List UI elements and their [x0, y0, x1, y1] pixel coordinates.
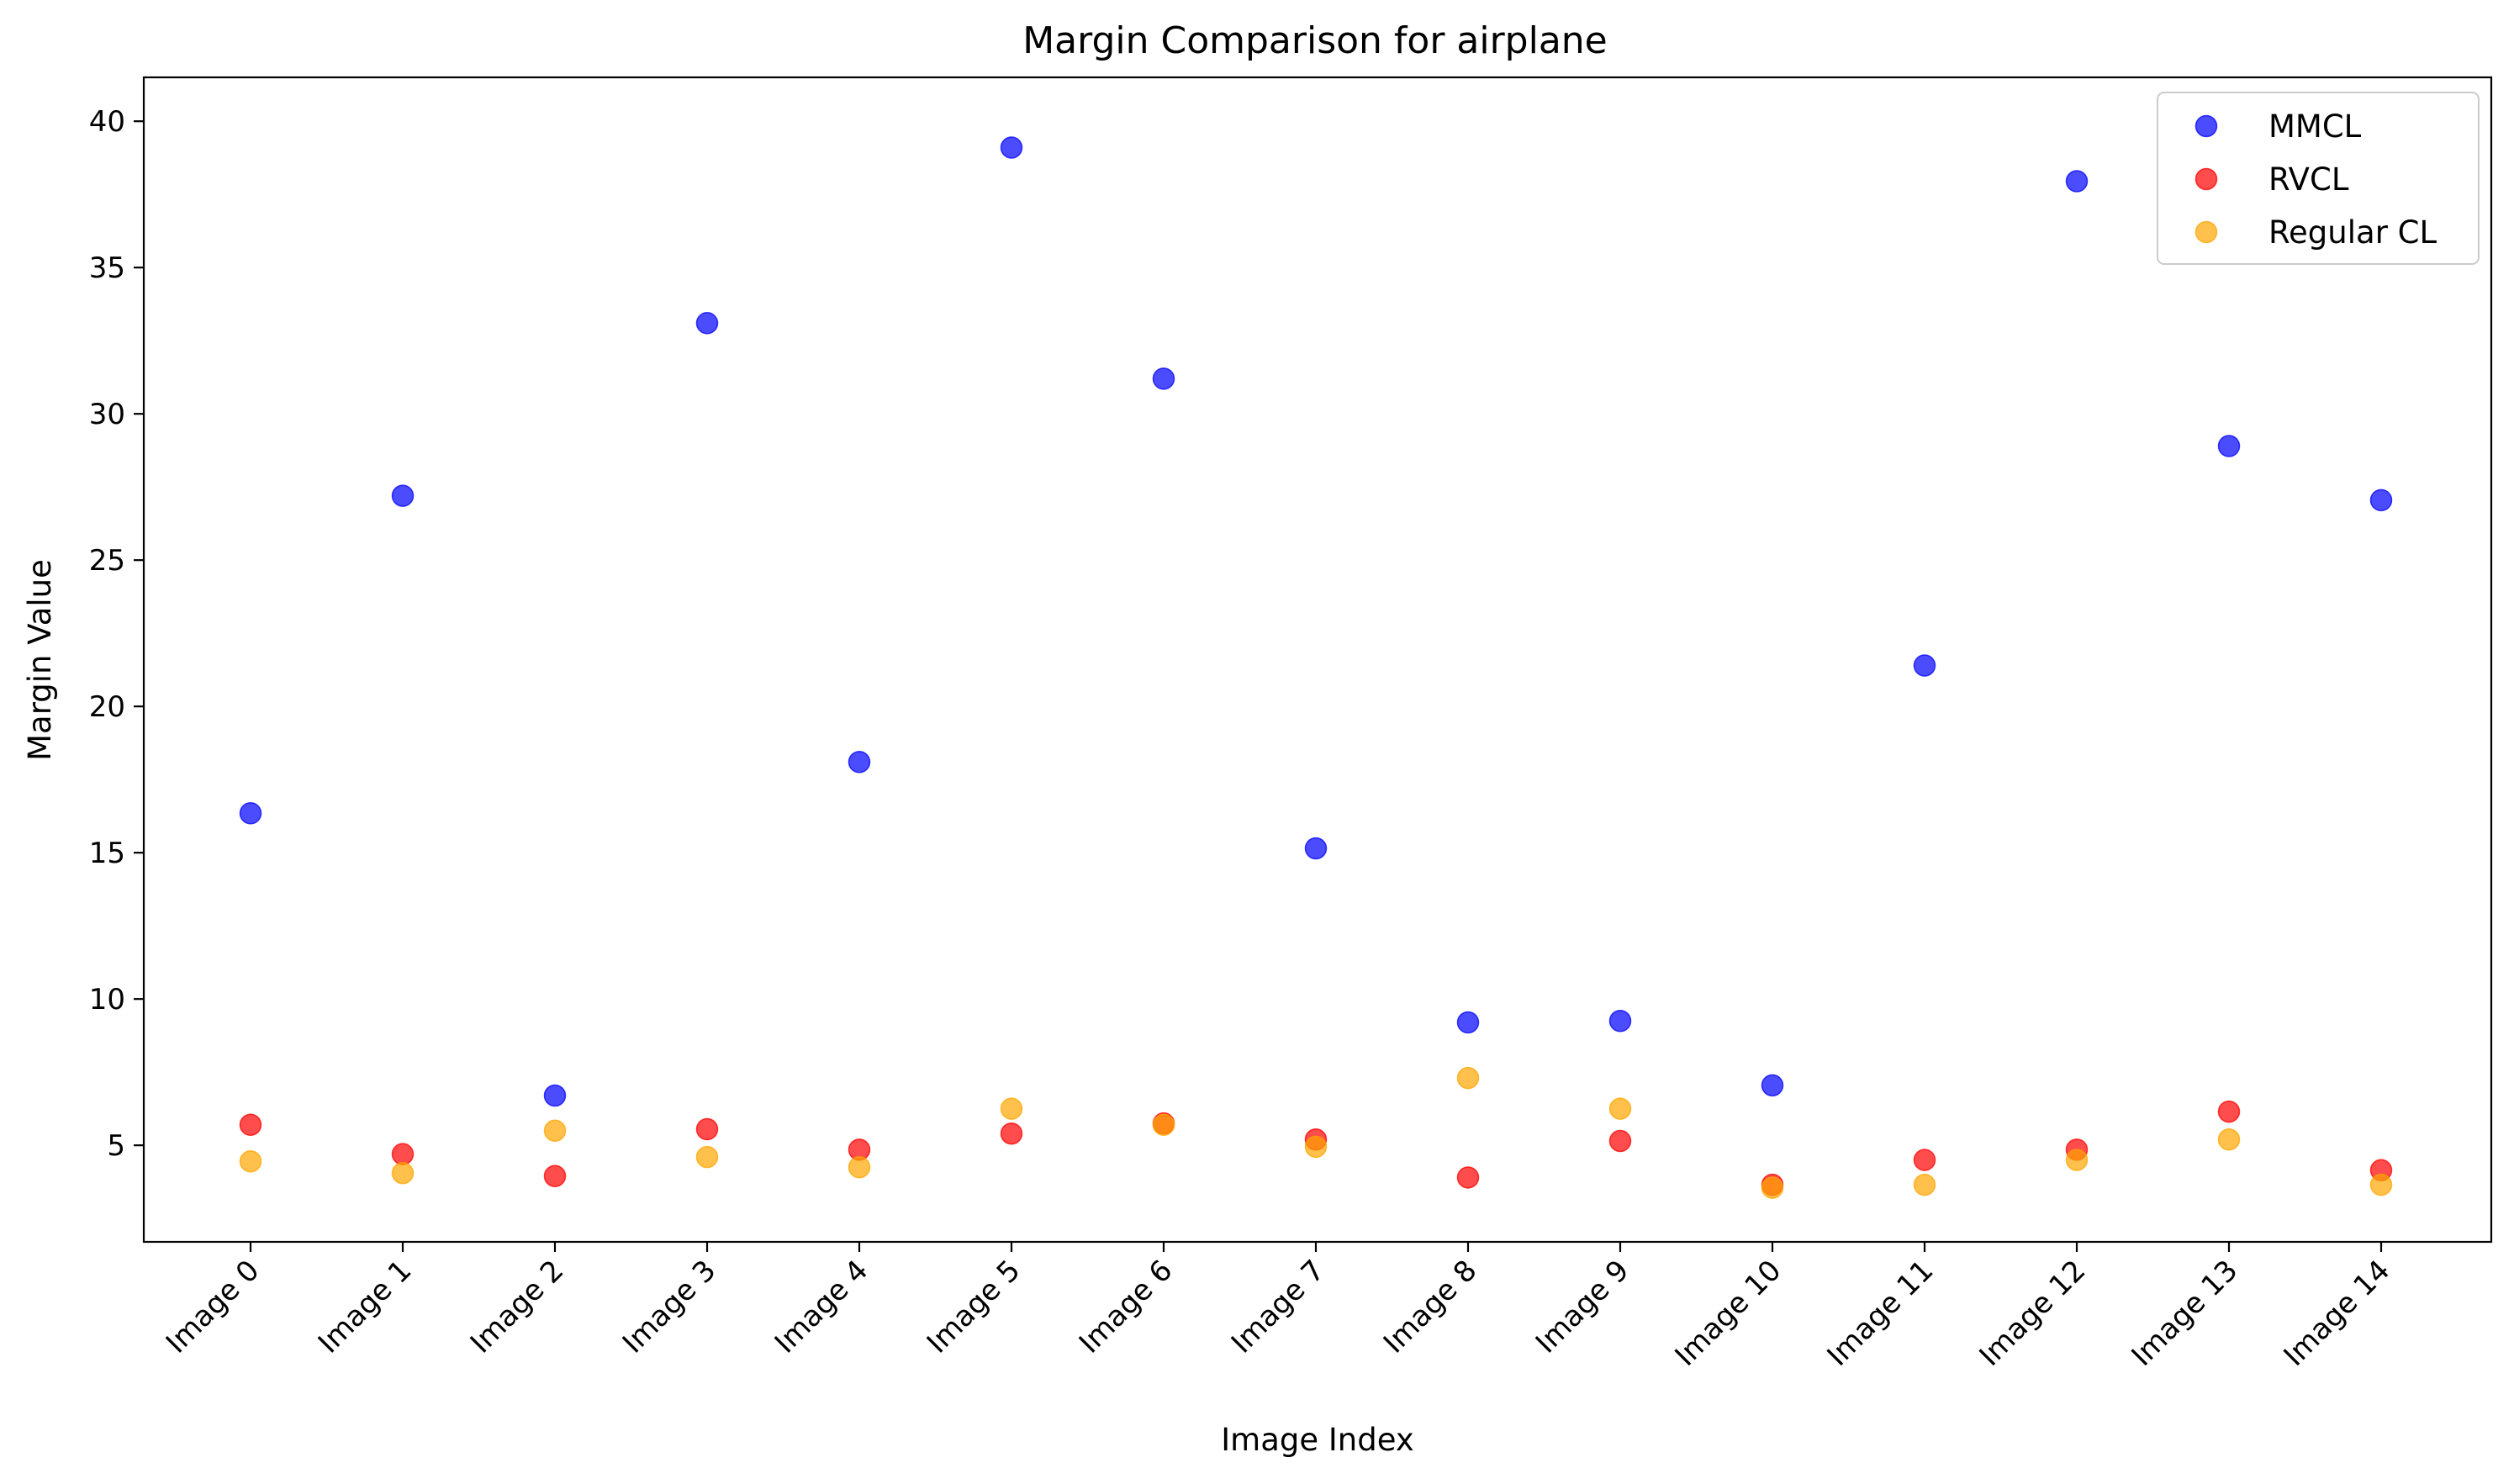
chart-title: Margin Comparison for airplane: [1022, 19, 1608, 62]
legend-label: Regular CL: [2268, 214, 2437, 251]
data-point: [1304, 1135, 1328, 1159]
y-tick-label: 5: [107, 1129, 125, 1163]
data-point: [1304, 837, 1328, 860]
data-point: [1456, 1166, 1480, 1189]
data-point: [1456, 1066, 1480, 1090]
y-tick-label: 40: [89, 105, 125, 139]
data-point: [2217, 1128, 2241, 1151]
data-point: [543, 1119, 567, 1143]
data-point: [848, 1156, 871, 1179]
y-tick-label: 20: [89, 690, 125, 724]
data-point: [1913, 1149, 1936, 1171]
data-point: [1913, 1173, 1936, 1196]
data-point: [391, 484, 415, 507]
data-point: [1608, 1097, 1632, 1120]
data-point: [848, 751, 871, 774]
data-point: [1456, 1011, 1480, 1034]
plot-area-frame: [142, 76, 2493, 1244]
data-point: [239, 1113, 262, 1137]
y-axis: 5 10 15 20 25 30 35 40: [89, 105, 144, 1163]
y-tick-label: 35: [89, 251, 125, 285]
data-point: [2065, 1149, 2089, 1171]
legend: MMCL RVCL Regular CL: [2157, 92, 2480, 265]
data-point: [1152, 1113, 1175, 1137]
legend-marker: [2194, 114, 2218, 138]
data-point: [1000, 1122, 1023, 1145]
legend-marker: [2194, 220, 2218, 244]
x-axis-label: Image Index: [1221, 1422, 1414, 1458]
data-points: [239, 136, 2393, 1199]
series-mmcl: [239, 136, 2393, 1107]
data-point: [543, 1164, 567, 1187]
y-tick-label: 25: [89, 544, 125, 578]
data-point: [1000, 1097, 1023, 1120]
legend-label: RVCL: [2268, 161, 2349, 198]
data-point: [239, 1150, 262, 1173]
y-tick-label: 15: [89, 837, 125, 870]
y-axis-label: Margin Value: [22, 559, 58, 761]
data-point: [1913, 654, 1936, 677]
y-tick-label: 30: [89, 398, 125, 431]
y-tick-label: 10: [89, 983, 125, 1017]
data-point: [695, 1117, 719, 1141]
data-point: [695, 312, 719, 335]
data-point: [2369, 1173, 2393, 1196]
data-point: [1608, 1129, 1632, 1153]
legend-label: MMCL: [2268, 108, 2362, 145]
data-point: [543, 1084, 567, 1107]
data-point: [1761, 1074, 1784, 1097]
data-point: [1000, 136, 1023, 159]
data-point: [2065, 170, 2089, 193]
legend-box: [2157, 92, 2480, 265]
data-point: [2217, 435, 2241, 457]
data-point: [239, 801, 262, 825]
data-point: [391, 1143, 415, 1165]
data-point: [695, 1145, 719, 1169]
data-point: [2369, 489, 2393, 512]
data-point: [1761, 1176, 1784, 1199]
legend-marker: [2194, 167, 2218, 191]
data-point: [2217, 1100, 2241, 1123]
series-regular-cl: [239, 1066, 2393, 1199]
data-point: [1608, 1010, 1632, 1032]
data-point: [391, 1161, 415, 1185]
data-point: [1152, 367, 1175, 390]
